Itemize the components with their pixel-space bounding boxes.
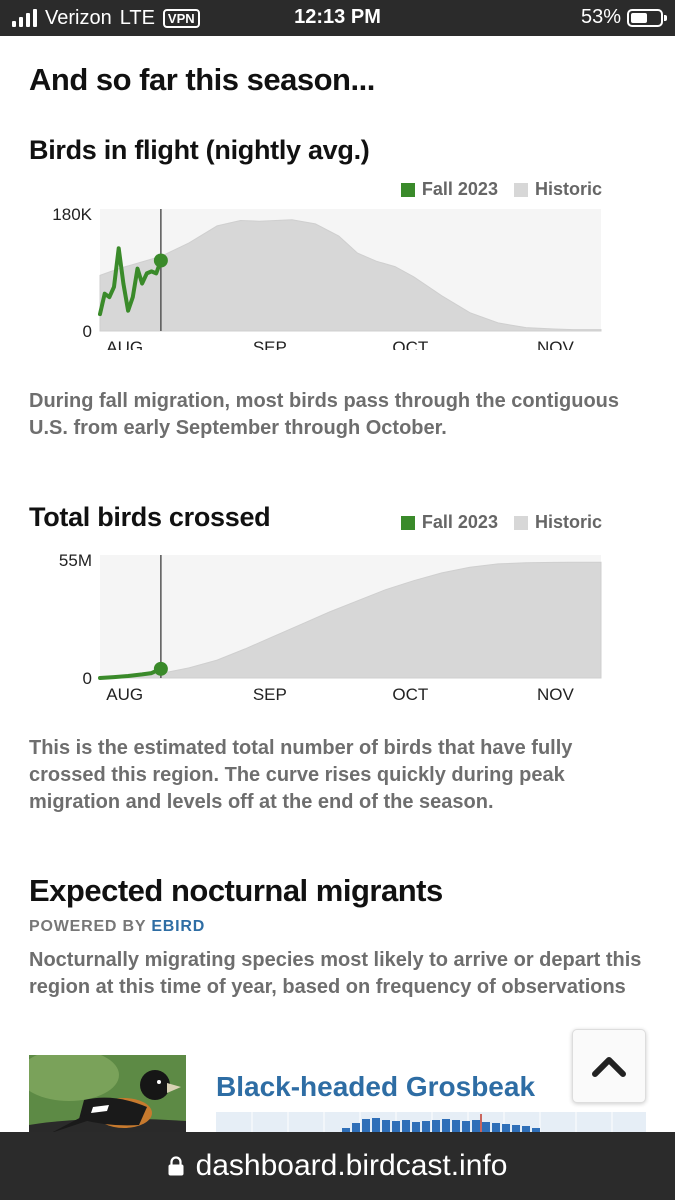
- lock-icon: [168, 1150, 184, 1176]
- status-time: 12:13 PM: [294, 6, 381, 28]
- x-tick-label: AUG: [106, 685, 143, 704]
- vpn-badge: VPN: [162, 8, 200, 28]
- browser-url-bar[interactable]: dashboard.birdcast.info: [0, 1132, 675, 1200]
- crossed-chart-title: Total birds crossed: [29, 502, 271, 532]
- carrier-name: Verizon: [45, 6, 112, 29]
- historic-series-area: [99, 561, 602, 679]
- legend-swatch-current: [400, 182, 415, 197]
- y-tick-label: 0: [83, 322, 92, 341]
- legend-swatch-current: [400, 515, 415, 530]
- chevron-up-icon: [592, 1057, 626, 1077]
- species-frequency-chart: [216, 1112, 646, 1134]
- current-value-point: [153, 253, 168, 268]
- current-series-line: [98, 666, 163, 680]
- x-tick-label: SEP: [253, 338, 287, 350]
- x-tick-label: OCT: [392, 338, 428, 350]
- x-tick-label: NOV: [537, 685, 575, 704]
- flight-chart-legend: Fall 2023 Historic: [400, 179, 602, 200]
- flight-chart: 180K 0 AUG SEP OCT NOV: [52, 205, 602, 350]
- legend-item-historic: Historic: [513, 179, 602, 200]
- powered-by-label: POWERED BY: [29, 918, 147, 935]
- crossed-chart-description: This is the estimated total number of bi…: [29, 737, 573, 813]
- species-photo[interactable]: [29, 1055, 186, 1137]
- legend-item-current: Fall 2023: [400, 512, 498, 533]
- legend-label-historic: Historic: [534, 179, 602, 199]
- y-tick-label: 0: [83, 669, 92, 688]
- current-value-point: [153, 661, 168, 676]
- x-tick-label: OCT: [392, 685, 428, 704]
- scroll-to-top-button[interactable]: [572, 1029, 646, 1103]
- status-bar: Verizon LTE VPN 12:13 PM 53%: [0, 0, 675, 36]
- migrants-heading: Expected nocturnal migrants: [29, 873, 443, 908]
- legend-swatch-historic: [513, 515, 528, 530]
- url-text: dashboard.birdcast.info: [195, 1149, 508, 1182]
- season-heading: And so far this season...: [29, 62, 375, 97]
- legend-item-current: Fall 2023: [400, 179, 498, 200]
- current-series-line: [98, 246, 163, 317]
- x-tick-label: AUG: [106, 338, 143, 350]
- x-tick-label: SEP: [253, 685, 287, 704]
- network-type: LTE: [119, 6, 155, 29]
- legend-label-historic: Historic: [534, 512, 602, 532]
- x-tick-label: NOV: [537, 338, 575, 350]
- legend-item-historic: Historic: [513, 512, 602, 533]
- crossed-chart: 55M 0 AUG SEP OCT NOV: [59, 551, 602, 704]
- battery-icon: [627, 8, 667, 27]
- flight-chart-description: During fall migration, most birds pass t…: [29, 390, 620, 439]
- ebird-link[interactable]: EBIRD: [151, 918, 206, 935]
- species-name-link[interactable]: Black-headed Grosbeak: [216, 1071, 536, 1102]
- bird-photo-icon: [29, 1055, 186, 1137]
- powered-by: POWERED BY EBIRD: [29, 918, 205, 936]
- flight-chart-title: Birds in flight (nightly avg.): [29, 135, 370, 165]
- signal-icon: [12, 9, 37, 27]
- legend-label-current: Fall 2023: [421, 179, 498, 199]
- y-tick-label: 55M: [59, 551, 92, 570]
- battery-percent: 53%: [580, 6, 621, 28]
- migrants-description: Nocturnally migrating species most likel…: [29, 949, 642, 998]
- legend-swatch-historic: [513, 182, 528, 197]
- y-tick-label: 180K: [52, 205, 92, 224]
- crossed-chart-legend: Fall 2023 Historic: [400, 512, 602, 533]
- legend-label-current: Fall 2023: [421, 512, 498, 532]
